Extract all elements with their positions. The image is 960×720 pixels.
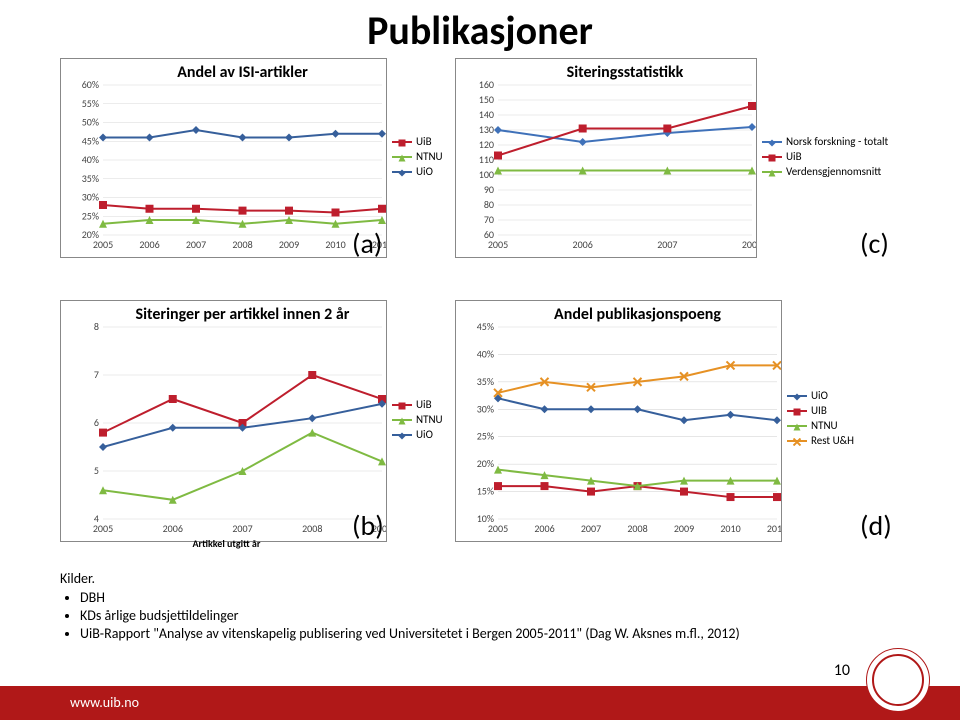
svg-text:50%: 50% bbox=[82, 116, 99, 129]
svg-text:20%: 20% bbox=[477, 457, 494, 470]
legend-item: UiO bbox=[787, 389, 854, 402]
uib-logo-icon bbox=[866, 648, 930, 712]
panel-label-a: (a) bbox=[352, 226, 382, 261]
source-item: DBH bbox=[80, 589, 740, 606]
chart-legend: UiB NTNU UiO bbox=[392, 396, 443, 443]
x-axis-label: Artikkel utgitt år bbox=[193, 537, 261, 550]
svg-text:25%: 25% bbox=[477, 430, 494, 443]
svg-text:2006: 2006 bbox=[139, 238, 159, 251]
svg-text:15%: 15% bbox=[477, 485, 494, 498]
svg-text:2010: 2010 bbox=[720, 522, 740, 535]
svg-text:2008: 2008 bbox=[302, 522, 322, 535]
svg-text:Siteringsstatistikk: Siteringsstatistikk bbox=[567, 63, 684, 82]
svg-text:2009: 2009 bbox=[674, 522, 694, 535]
chart-legend: Norsk forskning - totalt UiB Verdensgjenno… bbox=[762, 133, 888, 180]
svg-text:6: 6 bbox=[94, 416, 99, 429]
svg-text:2007: 2007 bbox=[581, 522, 601, 535]
svg-text:45%: 45% bbox=[82, 134, 99, 147]
chart-legend: UiO UIB NTNU Rest U&H bbox=[787, 387, 854, 449]
svg-text:80: 80 bbox=[484, 198, 494, 211]
legend-item: UiO bbox=[392, 165, 443, 178]
svg-text:55%: 55% bbox=[82, 97, 99, 110]
svg-text:2008: 2008 bbox=[742, 238, 756, 251]
svg-text:2006: 2006 bbox=[573, 238, 593, 251]
svg-text:2005: 2005 bbox=[488, 238, 508, 251]
svg-text:40%: 40% bbox=[477, 347, 494, 360]
legend-item: Verdensgjennomsnitt bbox=[762, 165, 888, 178]
legend-item: UiO bbox=[392, 428, 443, 441]
legend-item: UIB bbox=[787, 404, 854, 417]
legend-item: Rest U&H bbox=[787, 434, 854, 447]
svg-text:70: 70 bbox=[484, 213, 494, 226]
svg-text:2010: 2010 bbox=[325, 238, 345, 251]
svg-text:45%: 45% bbox=[477, 320, 494, 333]
svg-text:2007: 2007 bbox=[657, 238, 677, 251]
legend-item: UiB bbox=[762, 150, 888, 163]
legend-item: NTNU bbox=[392, 150, 443, 163]
panel-label-d: (d) bbox=[860, 508, 892, 543]
legend-item: NTNU bbox=[787, 419, 854, 432]
svg-text:30%: 30% bbox=[82, 191, 99, 204]
svg-text:2011: 2011 bbox=[767, 522, 781, 535]
svg-text:100: 100 bbox=[479, 168, 494, 181]
sources-block: Kilder. DBH KDs årlige budsjettildelinge… bbox=[60, 570, 740, 643]
svg-text:Andel av ISI-artikler: Andel av ISI-artikler bbox=[177, 63, 308, 82]
footer-url: www.uib.no bbox=[70, 694, 139, 711]
source-item: KDs årlige budsjettildelinger bbox=[80, 607, 740, 624]
svg-text:2007: 2007 bbox=[232, 522, 252, 535]
svg-text:2008: 2008 bbox=[232, 238, 252, 251]
panel-label-c: (c) bbox=[860, 226, 889, 261]
svg-text:130: 130 bbox=[479, 123, 494, 136]
svg-text:110: 110 bbox=[479, 153, 494, 166]
panel-label-b: (b) bbox=[352, 508, 384, 543]
svg-text:35%: 35% bbox=[82, 172, 99, 185]
svg-text:140: 140 bbox=[479, 108, 494, 121]
svg-text:2006: 2006 bbox=[163, 522, 183, 535]
page-number: 10 bbox=[834, 661, 850, 680]
svg-text:5: 5 bbox=[94, 464, 99, 477]
svg-text:Andel publikasjonspoeng: Andel publikasjonspoeng bbox=[554, 305, 721, 324]
footer-bar: www.uib.no bbox=[0, 686, 960, 720]
svg-text:7: 7 bbox=[94, 368, 99, 381]
svg-text:40%: 40% bbox=[82, 153, 99, 166]
source-item: UiB-Rapport "Analyse av vitenskapelig pu… bbox=[80, 625, 740, 642]
chart-a-container: 20%25%30%35%40%45%50%55%60%2005200620072… bbox=[60, 58, 387, 258]
svg-text:2008: 2008 bbox=[627, 522, 647, 535]
svg-text:90: 90 bbox=[484, 183, 494, 196]
sources-heading: Kilder. bbox=[60, 570, 740, 587]
svg-text:120: 120 bbox=[479, 138, 494, 151]
svg-text:25%: 25% bbox=[82, 209, 99, 222]
page-title: Publikasjoner bbox=[0, 6, 960, 55]
svg-text:2007: 2007 bbox=[186, 238, 206, 251]
svg-text:2005: 2005 bbox=[93, 522, 113, 535]
svg-text:2005: 2005 bbox=[93, 238, 113, 251]
svg-text:60%: 60% bbox=[82, 78, 99, 91]
svg-text:Siteringer per artikkel innen: Siteringer per artikkel innen 2 år bbox=[136, 305, 350, 324]
legend-item: Norsk forskning - totalt bbox=[762, 135, 888, 148]
svg-text:160: 160 bbox=[479, 78, 494, 91]
svg-text:30%: 30% bbox=[477, 402, 494, 415]
chart-d-container: 10%15%20%25%30%35%40%45%2005200620072008… bbox=[455, 300, 782, 542]
svg-text:2009: 2009 bbox=[279, 238, 299, 251]
svg-text:2006: 2006 bbox=[534, 522, 554, 535]
legend-item: UiB bbox=[392, 135, 443, 148]
svg-text:2005: 2005 bbox=[488, 522, 508, 535]
svg-text:8: 8 bbox=[94, 320, 99, 333]
chart-c-container: 6070809010011012013014015016020052006200… bbox=[455, 58, 757, 258]
svg-text:150: 150 bbox=[479, 93, 494, 106]
legend-item: NTNU bbox=[392, 413, 443, 426]
svg-text:35%: 35% bbox=[477, 375, 494, 388]
chart-b-container: 4567820052006200720082009Siteringer per … bbox=[60, 300, 387, 542]
chart-legend: UiB NTNU UiO bbox=[392, 133, 443, 180]
legend-item: UiB bbox=[392, 398, 443, 411]
